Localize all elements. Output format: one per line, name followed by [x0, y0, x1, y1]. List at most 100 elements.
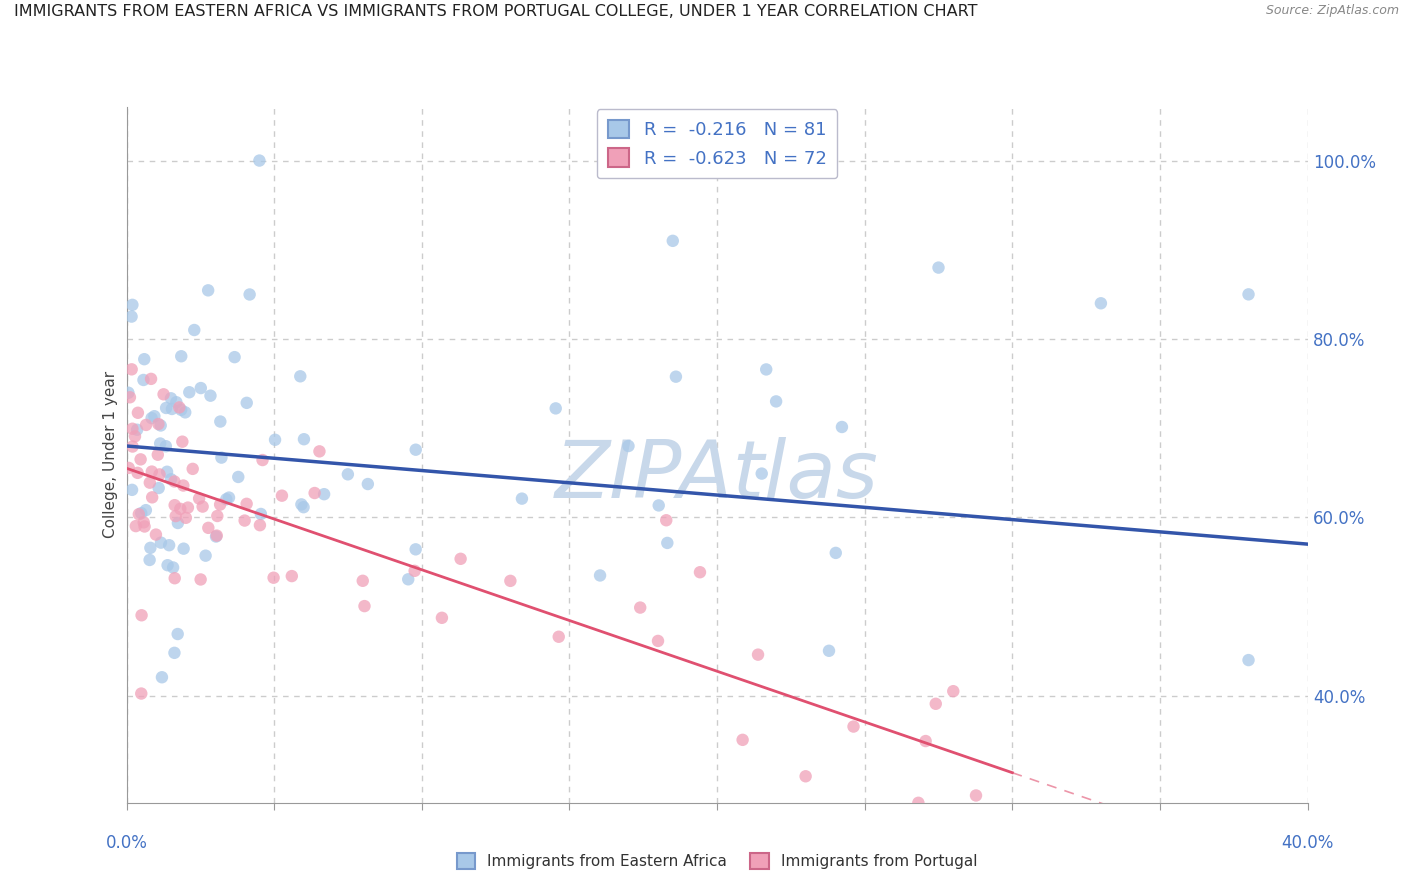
Point: [308, 444, 330, 458]
Point: [755, 362, 778, 376]
Point: [132, 516, 155, 530]
Point: [617, 439, 640, 453]
Point: [235, 396, 257, 410]
Text: 0.0%: 0.0%: [105, 834, 148, 852]
Point: [169, 501, 191, 516]
Point: [209, 415, 232, 429]
Point: [149, 535, 172, 549]
Point: [544, 401, 567, 416]
Point: [190, 573, 212, 587]
Point: [163, 571, 186, 585]
Point: [129, 687, 152, 701]
Point: [118, 390, 141, 404]
Point: [141, 411, 163, 425]
Point: [135, 417, 157, 432]
Point: [160, 392, 183, 406]
Point: [149, 418, 172, 433]
Point: [163, 498, 186, 512]
Point: [121, 483, 143, 497]
Point: [450, 551, 472, 566]
Text: Source: ZipAtlas.com: Source: ZipAtlas.com: [1265, 4, 1399, 18]
Point: [405, 542, 427, 557]
Point: [655, 513, 678, 527]
Point: [765, 394, 787, 409]
Point: [239, 287, 262, 301]
Point: [1090, 296, 1112, 310]
Point: [589, 568, 612, 582]
Point: [179, 385, 201, 400]
Point: [152, 387, 174, 401]
Point: [218, 491, 240, 505]
Point: [818, 644, 841, 658]
Point: [547, 630, 569, 644]
Point: [648, 499, 671, 513]
Point: [292, 432, 315, 446]
Point: [139, 372, 162, 386]
Point: [336, 467, 359, 482]
Point: [117, 385, 139, 400]
Point: [156, 465, 179, 479]
Point: [264, 433, 287, 447]
Point: [149, 436, 172, 450]
Point: [155, 401, 177, 415]
Point: [205, 528, 228, 542]
Point: [124, 429, 146, 443]
Text: ZIPAtlas: ZIPAtlas: [555, 437, 879, 515]
Point: [628, 600, 651, 615]
Point: [235, 497, 257, 511]
Point: [304, 486, 326, 500]
Point: [134, 519, 156, 533]
Y-axis label: College, Under 1 year: College, Under 1 year: [103, 371, 118, 539]
Point: [499, 574, 522, 588]
Text: IMMIGRANTS FROM EASTERN AFRICA VS IMMIGRANTS FROM PORTUGAL COLLEGE, UNDER 1 YEAR: IMMIGRANTS FROM EASTERN AFRICA VS IMMIGR…: [14, 4, 977, 20]
Point: [121, 440, 143, 454]
Point: [907, 796, 929, 810]
Point: [731, 732, 754, 747]
Point: [174, 405, 197, 419]
Point: [965, 789, 987, 803]
Point: [166, 627, 188, 641]
Point: [271, 489, 294, 503]
Point: [172, 478, 194, 492]
Point: [141, 491, 163, 505]
Point: [281, 569, 304, 583]
Point: [233, 514, 256, 528]
Point: [128, 507, 150, 521]
Point: [747, 648, 769, 662]
Point: [510, 491, 533, 506]
Point: [197, 521, 219, 535]
Point: [145, 527, 167, 541]
Point: [129, 452, 152, 467]
Point: [129, 506, 152, 520]
Point: [292, 500, 315, 515]
Point: [165, 395, 187, 409]
Point: [396, 572, 419, 586]
Point: [200, 389, 222, 403]
Point: [404, 564, 426, 578]
Point: [173, 541, 195, 556]
Point: [226, 470, 249, 484]
Point: [170, 402, 193, 417]
Point: [121, 362, 143, 376]
Point: [647, 634, 669, 648]
Point: [174, 511, 197, 525]
Point: [139, 541, 162, 555]
Point: [205, 529, 228, 543]
Point: [263, 571, 285, 585]
Point: [143, 409, 166, 424]
Point: [824, 546, 846, 560]
Point: [156, 558, 179, 573]
Point: [121, 422, 143, 436]
Point: [209, 498, 232, 512]
Point: [132, 373, 155, 387]
Point: [209, 450, 232, 465]
Point: [190, 381, 212, 395]
Point: [155, 439, 177, 453]
Point: [928, 260, 950, 275]
Point: [183, 323, 205, 337]
Point: [160, 472, 183, 486]
Point: [160, 401, 183, 416]
Point: [127, 423, 149, 437]
Point: [163, 646, 186, 660]
Point: [842, 720, 865, 734]
